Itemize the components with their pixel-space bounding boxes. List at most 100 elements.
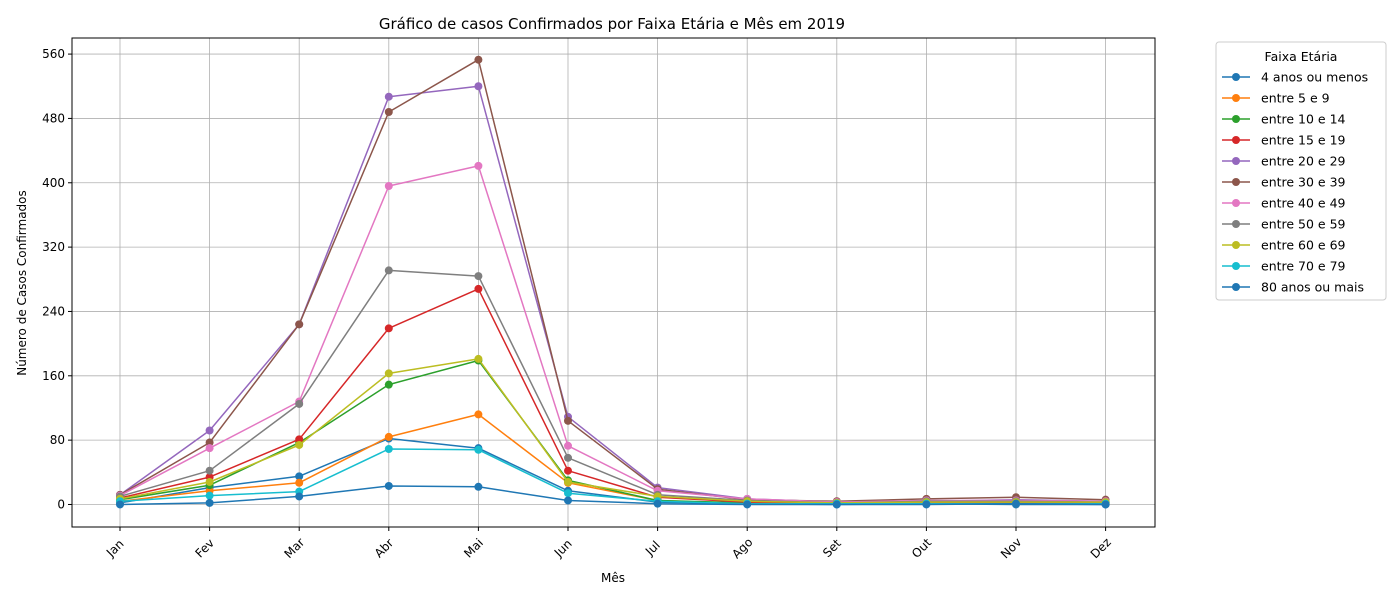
data-point	[474, 82, 483, 91]
data-point	[384, 181, 393, 190]
x-tick-label: Nov	[998, 535, 1024, 561]
x-tick-label: Set	[820, 536, 844, 560]
data-point	[564, 466, 572, 475]
data-point	[653, 499, 662, 508]
legend-item: entre 60 e 69	[1222, 238, 1346, 253]
legend-label: entre 50 e 59	[1261, 217, 1346, 232]
data-point	[205, 444, 214, 453]
data-point	[564, 489, 572, 498]
legend-swatch-marker	[1232, 241, 1240, 249]
y-tick-label: 320	[42, 240, 65, 254]
data-point	[474, 284, 483, 293]
legend-item: entre 10 e 14	[1222, 112, 1346, 127]
data-point	[295, 440, 304, 449]
data-point	[922, 500, 931, 509]
series-group	[116, 55, 1110, 509]
y-tick-label: 480	[42, 111, 65, 125]
legend-item: entre 70 e 79	[1222, 259, 1346, 274]
data-point	[564, 441, 572, 450]
series-line	[116, 55, 1110, 506]
data-point	[474, 482, 483, 491]
legend-item: entre 5 e 9	[1222, 91, 1330, 106]
y-axis-label: Número de Casos Confirmados	[15, 190, 29, 376]
data-point	[205, 426, 214, 435]
legend: Faixa Etária 4 anos ou menos entre 5 e 9 e…	[1215, 41, 1387, 301]
legend-label: entre 15 e 19	[1261, 133, 1346, 148]
legend-label: 4 anos ou menos	[1261, 70, 1368, 85]
legend-item: 80 anos ou mais	[1222, 280, 1364, 295]
x-tick-label: Ago	[729, 535, 755, 561]
data-point	[474, 161, 483, 170]
data-point	[564, 496, 572, 505]
legend-item: entre 20 e 29	[1222, 154, 1346, 169]
series-path	[119, 358, 1106, 504]
legend-label: entre 70 e 79	[1261, 259, 1346, 274]
data-point	[384, 92, 393, 101]
series-path	[119, 288, 1106, 505]
x-axis: Jan Fev Mar Abr Mai Jun Jul Ago Set Out Nov Dez	[103, 527, 1114, 561]
data-point	[384, 444, 393, 453]
legend-swatch-marker	[1232, 115, 1240, 123]
legend-swatch-marker	[1232, 178, 1240, 186]
chart-title: Gráfico de casos Confirmados por Faixa E…	[379, 15, 845, 33]
legend-swatch-marker	[1232, 73, 1240, 81]
x-tick-label: Dez	[1088, 535, 1114, 561]
data-point	[1101, 500, 1110, 509]
legend-swatch-marker	[1232, 283, 1240, 291]
data-point	[295, 472, 304, 481]
data-point	[564, 477, 572, 486]
data-point	[384, 369, 393, 378]
data-point	[384, 481, 393, 490]
x-tick-label: Mai	[461, 536, 486, 561]
data-point	[205, 491, 214, 500]
data-point	[116, 500, 124, 509]
y-tick-label: 400	[42, 176, 65, 190]
series-path	[119, 269, 1106, 504]
y-axis: 0 80 160 240 320 400 480 560	[42, 47, 72, 511]
y-tick-label: 160	[42, 369, 65, 383]
series-path	[119, 437, 1106, 506]
legend-label: entre 5 e 9	[1261, 91, 1330, 106]
x-tick-label: Out	[909, 535, 934, 560]
data-point	[474, 354, 483, 363]
data-point	[743, 500, 752, 509]
y-tick-label: 240	[42, 304, 65, 318]
legend-swatch-marker	[1232, 220, 1240, 228]
data-point	[295, 492, 304, 501]
data-point	[474, 410, 483, 419]
data-point	[205, 466, 214, 475]
series-line	[116, 356, 1110, 508]
data-point	[295, 435, 304, 444]
legend-swatch-marker	[1232, 94, 1240, 102]
legend-frame	[1215, 41, 1387, 301]
data-point	[205, 498, 214, 507]
series-path	[119, 58, 1106, 503]
data-point	[295, 478, 304, 487]
data-point	[205, 438, 214, 447]
legend-swatch-marker	[1232, 262, 1240, 270]
series-path	[119, 165, 1106, 503]
x-axis-label: Mês	[601, 571, 625, 585]
data-point	[205, 477, 214, 486]
plot-area-frame	[71, 37, 1156, 528]
x-tick-label: Jul	[642, 538, 663, 559]
legend-swatch-marker	[1232, 199, 1240, 207]
legend-items: 4 anos ou menos entre 5 e 9 entre 10 e 14 e…	[1222, 70, 1368, 295]
x-tick-label: Jun	[551, 537, 575, 561]
data-point	[564, 416, 572, 425]
data-point	[295, 399, 304, 408]
x-tick-label: Mar	[281, 535, 307, 561]
x-tick-label: Abr	[372, 536, 397, 561]
y-tick-label: 560	[42, 47, 65, 61]
data-point	[384, 432, 393, 441]
series-line	[116, 266, 1110, 507]
legend-item: entre 30 e 39	[1222, 175, 1346, 190]
x-tick-label: Fev	[192, 536, 217, 561]
data-point	[474, 55, 483, 64]
legend-item: 4 anos ou menos	[1222, 70, 1368, 85]
legend-item: entre 50 e 59	[1222, 217, 1346, 232]
data-point	[474, 445, 483, 454]
series-line	[116, 284, 1110, 508]
data-point	[564, 453, 572, 462]
